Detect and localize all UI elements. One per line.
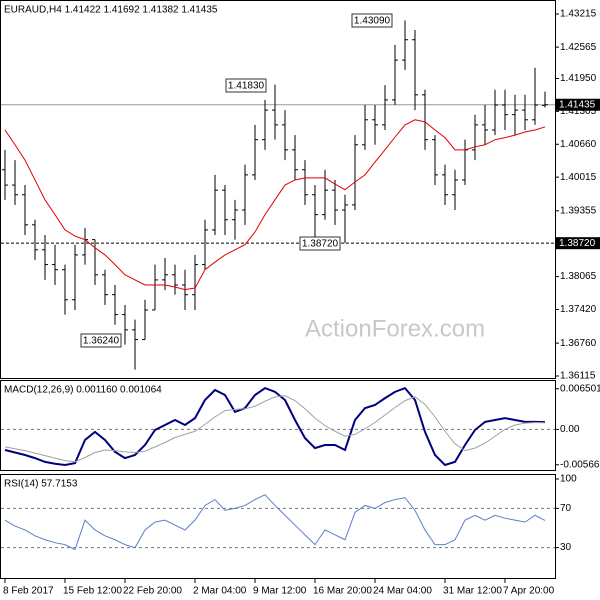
y-tick-label: 1.41950 [560,73,597,84]
price-label: 1.41435 [559,99,596,110]
y-tick-label: 1.36115 [560,371,596,382]
y-tick-label: 1.42565 [560,42,597,53]
macd-title: MACD(12,26,9) 0.001160 0.001064 [4,385,162,396]
y-tick-label: 1.40015 [560,172,597,183]
annotation: 1.38720 [302,239,339,250]
x-tick-label: 9 Mar 12:00 [253,586,307,597]
y-tick-label: 1.43215 [560,9,597,20]
indicator-line [4,395,546,463]
price-panel [0,0,556,379]
annotation: 1.41830 [228,81,265,92]
price-label-box [556,237,600,250]
annotation-box [351,13,393,28]
y-tick-label: 0.00 [560,424,580,435]
price-label-box [556,98,600,111]
chart-title: EURAUD,H4 1.41422 1.41692 1.41382 1.4143… [4,5,218,16]
indicator-line [4,386,546,467]
annotation: 1.36240 [83,336,120,347]
macd-panel [0,380,556,471]
annotation-box [225,78,267,93]
x-tick-label: 16 Mar 20:00 [313,586,372,597]
moving-average [4,119,546,291]
x-tick-label: 2 Mar 04:00 [193,586,247,597]
y-tick-label: 1.38065 [560,271,597,282]
x-tick-label: 24 Mar 04:00 [373,586,432,597]
annotation-box [80,333,122,348]
y-tick-label: 1.37420 [560,304,597,315]
watermark: ActionForex.com [305,315,485,342]
x-tick-label: 22 Feb 20:00 [123,586,182,597]
rsi-title: RSI(14) 57.7153 [4,479,78,490]
y-tick-label: 1.40660 [560,139,597,150]
y-tick-label: 30 [560,542,572,553]
x-tick-label: 7 Apr 20:00 [503,586,555,597]
y-tick-label: 1.41305 [560,106,597,117]
y-tick-label: 1.39355 [560,205,597,216]
annotation-box [299,236,341,251]
y-tick-label: 100 [560,474,577,485]
price-label: 1.38720 [559,238,596,249]
indicator-line [4,494,546,551]
x-tick-label: 31 Mar 12:00 [443,586,502,597]
x-tick-label: 8 Feb 2017 [3,586,54,597]
y-tick-label: 70 [560,503,572,514]
rsi-panel [0,474,556,579]
y-tick-label: 0.006501 [560,383,600,394]
y-tick-label: -0.005666 [560,459,600,470]
x-tick-label: 15 Feb 12:00 [63,586,122,597]
y-tick-label: 1.36760 [560,338,597,349]
annotation: 1.43090 [354,16,391,27]
